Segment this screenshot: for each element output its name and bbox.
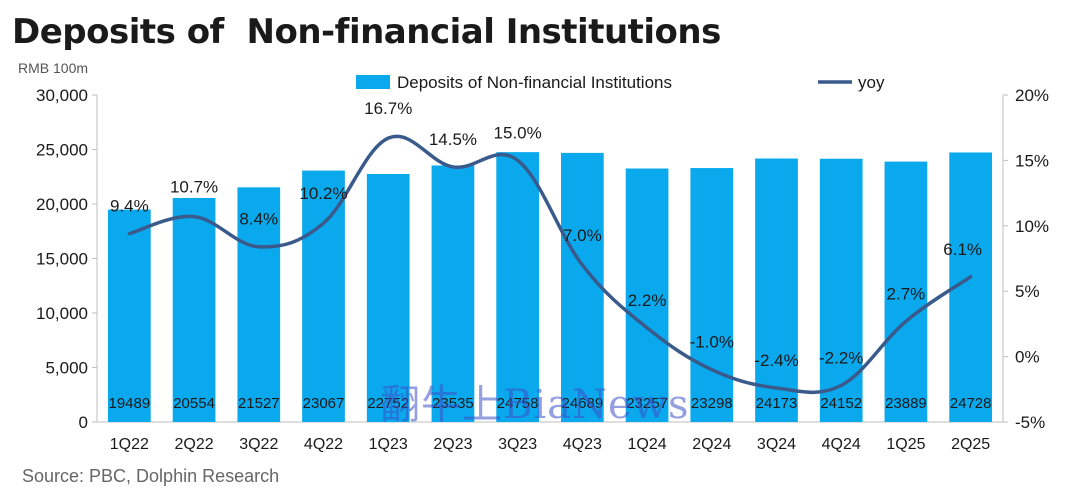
yoy-label: -1.0%: [690, 333, 734, 352]
yoy-point: [580, 263, 584, 267]
bar: [302, 170, 345, 422]
y-left-tick-label: 5,000: [45, 359, 88, 378]
y-right-tick-label: 5%: [1015, 282, 1040, 301]
bar-value-label: 22752: [367, 395, 409, 412]
yoy-point: [386, 136, 390, 140]
yoy-point: [775, 386, 778, 390]
x-tick-label: 2Q25: [951, 436, 990, 453]
x-tick-label: 4Q24: [822, 436, 861, 453]
yoy-point: [904, 319, 908, 323]
yoy-label: 10.7%: [170, 178, 218, 197]
yoy-label: 15.0%: [494, 123, 542, 142]
legend-line-label: yoy: [858, 73, 885, 92]
bar: [690, 168, 734, 422]
yoy-point: [127, 232, 131, 236]
bar-value-label: 19489: [108, 395, 150, 412]
x-tick-label: 2Q23: [433, 436, 472, 453]
x-tick-label: 3Q24: [757, 436, 796, 453]
yoy-point: [710, 368, 714, 372]
y-left-tick-label: 20,000: [36, 195, 88, 214]
bar-value-label: 23889: [885, 395, 927, 412]
bar: [819, 158, 863, 422]
yoy-label: 10.2%: [299, 184, 347, 203]
legend-bar-swatch: [356, 75, 390, 89]
yoy-point: [645, 326, 649, 330]
x-tick-label: 1Q25: [886, 436, 925, 453]
yoy-label: 2.7%: [887, 284, 926, 303]
bar-value-label: 24758: [497, 395, 539, 412]
x-tick-label: 1Q22: [110, 436, 149, 453]
y-right-tick-label: -5%: [1015, 413, 1045, 432]
yoy-label: 16.7%: [364, 99, 412, 118]
x-tick-label: 1Q24: [628, 436, 667, 453]
y-right-tick-label: 20%: [1015, 86, 1049, 105]
x-tick-label: 4Q22: [304, 436, 343, 453]
y-left-tick-label: 25,000: [36, 141, 88, 160]
bar-value-label: 24152: [820, 395, 862, 412]
bar: [884, 161, 928, 422]
bar-value-label: 24689: [561, 395, 603, 412]
bar-value-label: 24173: [756, 395, 798, 412]
bar-value-label: 23067: [303, 395, 345, 412]
x-tick-label: 3Q23: [498, 436, 537, 453]
y-left-tick-label: 0: [79, 413, 88, 432]
watermark-text: 翻牛上BiaNews: [380, 382, 690, 428]
chart-title: Deposits of Non-financial Institutions: [12, 12, 721, 52]
yoy-line: [127, 134, 973, 395]
yoy-point: [192, 215, 196, 219]
x-tick-label: 2Q22: [175, 436, 214, 453]
yoy-point: [451, 165, 455, 169]
y-left-tick-label: 15,000: [36, 250, 88, 269]
bar: [366, 174, 410, 422]
bar: [755, 158, 798, 423]
x-tick-label: 3Q22: [239, 436, 278, 453]
yoy-label: 14.5%: [429, 130, 477, 149]
yoy-label: -2.4%: [754, 351, 798, 370]
yoy-label: 9.4%: [110, 197, 149, 216]
x-tick-label: 2Q24: [692, 436, 731, 453]
yoy-label: 8.4%: [239, 210, 278, 229]
x-tick-label: 1Q23: [369, 436, 408, 453]
bar-value-label: 20554: [173, 395, 215, 412]
bar: [496, 152, 539, 422]
bar: [172, 197, 216, 422]
unit-label: RMB 100m: [18, 60, 89, 76]
bar-value-label: 23257: [626, 395, 668, 412]
bar: [431, 165, 475, 422]
legend-bar-label: Deposits of Non-financial Institutions: [397, 73, 672, 92]
yoy-point: [839, 383, 843, 387]
yoy-point: [322, 221, 325, 225]
y-left-tick-label: 30,000: [36, 86, 88, 105]
y-right-tick-label: 0%: [1015, 348, 1040, 367]
yoy-label: 7.0%: [563, 226, 602, 245]
x-tick-label: 4Q23: [563, 436, 602, 453]
bar: [108, 209, 151, 422]
y-left-tick-label: 10,000: [36, 304, 88, 323]
yoy-label: 2.2%: [628, 291, 667, 310]
source-note: Source: PBC, Dolphin Research: [22, 466, 280, 486]
bar: [237, 187, 281, 422]
bar-value-label: 21527: [238, 395, 280, 412]
y-right-tick-label: 15%: [1015, 151, 1049, 170]
yoy-point: [969, 275, 973, 279]
y-right-tick-label: 10%: [1015, 217, 1049, 236]
bar: [561, 152, 604, 422]
bar-value-label: 24728: [950, 395, 992, 412]
bar-value-label: 23535: [432, 395, 474, 412]
yoy-label: 6.1%: [943, 240, 982, 259]
yoy-point: [516, 158, 520, 162]
yoy-point: [257, 245, 261, 249]
bar-value-label: 23298: [691, 395, 733, 412]
bar: [625, 168, 669, 422]
yoy-label: -2.2%: [819, 348, 863, 367]
